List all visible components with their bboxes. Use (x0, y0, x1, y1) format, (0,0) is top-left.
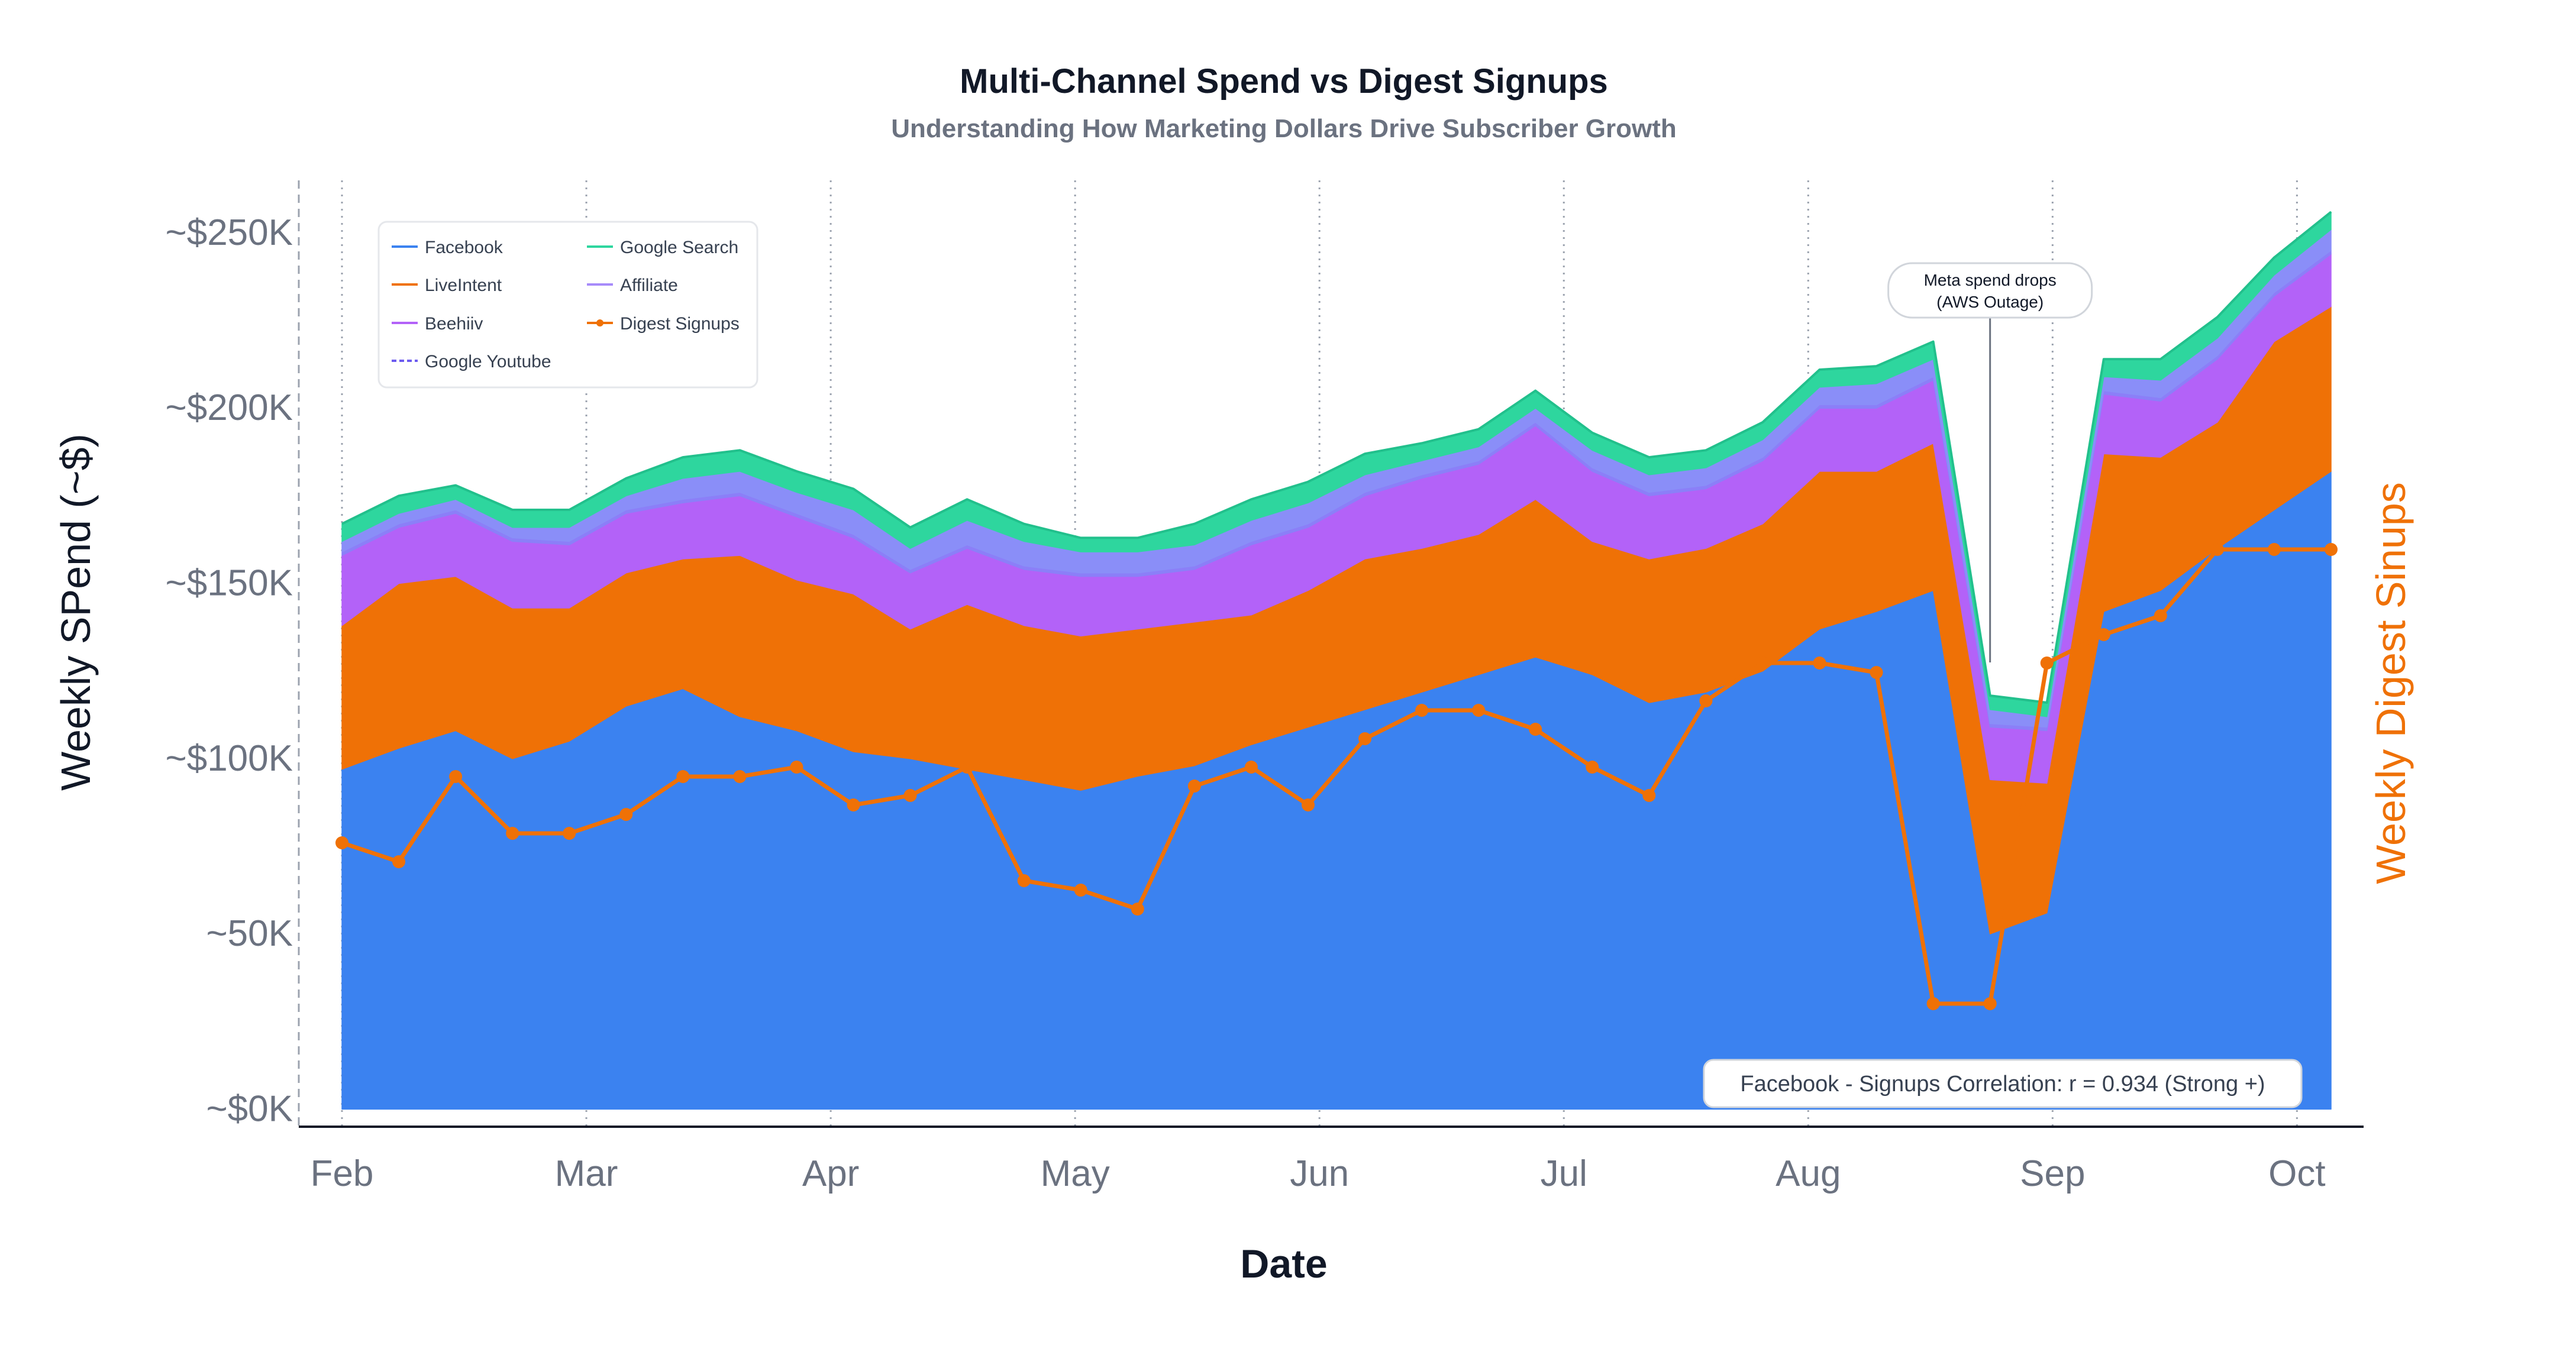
correlation-box (1703, 1059, 2303, 1108)
chart-subtitle: Understanding How Marketing Dollars Driv… (891, 114, 1677, 143)
signups-point (676, 770, 690, 783)
signups-point (2325, 543, 2338, 556)
legend-label: Beehiiv (425, 314, 483, 334)
signups-point (506, 827, 519, 840)
y2-axis-title: Weekly Digest Sinups (2368, 482, 2414, 884)
y-tick-label: ~$200K (166, 387, 293, 428)
x-tick-label: Feb (311, 1153, 374, 1194)
x-tick-label: Sep (2020, 1153, 2085, 1194)
signups-point (449, 770, 463, 783)
annotation-text-line2: (AWS Outage) (1936, 293, 2044, 311)
x-tick-label: Mar (555, 1153, 618, 1194)
signups-point (1131, 903, 1144, 916)
x-tick-label: May (1041, 1153, 1110, 1194)
x-tick-label: Aug (1776, 1153, 1841, 1194)
stack-top-outline (341, 211, 2332, 704)
signups-point (1472, 704, 1486, 717)
signups-point (733, 770, 747, 783)
legend-marker-digest-signups (596, 319, 603, 326)
y-tick-label: ~$150K (166, 562, 293, 603)
signups-point (847, 798, 860, 811)
signups-point (2210, 543, 2224, 556)
signups-point (1983, 997, 1997, 1010)
annotation-text-line1: Meta spend drops (1924, 271, 2057, 289)
signups-point (1529, 723, 1542, 736)
x-tick-label: Jul (1541, 1153, 1587, 1194)
signups-point (392, 855, 406, 868)
signups-point (619, 808, 633, 821)
x-tick-label: Jun (1290, 1153, 1349, 1194)
signups-point (1642, 789, 1656, 802)
chart-title: Multi-Channel Spend vs Digest Signups (960, 62, 1608, 101)
signups-point (2040, 657, 2054, 670)
y-tick-label: ~50K (206, 913, 293, 954)
correlation-label: Facebook - Signups Correlation: r = 0.93… (1740, 1072, 2265, 1097)
signups-point (903, 789, 917, 802)
signups-point (2097, 628, 2110, 641)
y-tick-label: ~$250K (166, 212, 293, 253)
signups-point (1415, 704, 1429, 717)
legend-label: LiveIntent (425, 276, 502, 295)
signups-line (341, 547, 2331, 1006)
y-tick-label: ~$100K (166, 738, 293, 779)
signups-point (1926, 997, 1940, 1010)
signups-point (2154, 609, 2167, 622)
signups-point (1586, 761, 1599, 774)
y-tick-label: ~$0K (206, 1088, 293, 1129)
legend-label: Google Youtube (425, 352, 551, 371)
signups-point (335, 836, 348, 849)
signups-point (1244, 761, 1258, 774)
signups-point (1699, 694, 1713, 707)
legend-label: Facebook (425, 238, 503, 257)
signups-point (1813, 657, 1826, 670)
y-axis-title: Weekly SPend (~$) (53, 434, 99, 791)
legend-label: Google Search (620, 238, 738, 257)
signups-point (563, 827, 576, 840)
x-tick-label: Oct (2268, 1153, 2325, 1194)
annotation-box (1887, 262, 2093, 319)
signups-point (1074, 884, 1087, 897)
signups-point (960, 761, 974, 774)
signups-point (1870, 666, 1883, 679)
signups-point (2267, 543, 2281, 556)
x-axis-title: Date (1240, 1241, 1327, 1286)
signups-point (790, 761, 803, 774)
signups-point (1358, 732, 1372, 745)
legend-box (377, 221, 758, 389)
signups-point (1756, 657, 1770, 670)
legend-label: Digest Signups (620, 314, 740, 334)
signups-point (1017, 874, 1031, 887)
signups-point (1187, 780, 1201, 793)
legend-label: Affiliate (620, 276, 678, 295)
x-tick-label: Apr (802, 1153, 859, 1194)
signups-point (1301, 798, 1315, 811)
